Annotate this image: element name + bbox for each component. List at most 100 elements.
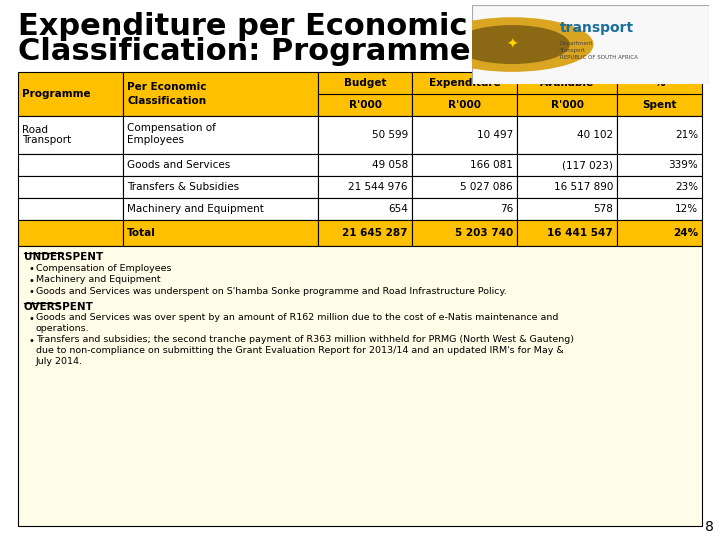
FancyBboxPatch shape [123,176,318,198]
Circle shape [431,18,593,71]
Text: (117 023): (117 023) [562,160,613,170]
FancyBboxPatch shape [617,154,702,176]
Text: 21 544 976: 21 544 976 [348,182,408,192]
FancyBboxPatch shape [18,220,123,246]
Text: 16 517 890: 16 517 890 [554,182,613,192]
Text: Transfers & Subsidies: Transfers & Subsidies [127,182,239,192]
Text: Expenditure per Economic: Expenditure per Economic [18,12,467,41]
Text: 23%: 23% [675,182,698,192]
Text: 21%: 21% [675,130,698,140]
FancyBboxPatch shape [412,116,517,154]
Text: 166 081: 166 081 [470,160,513,170]
Text: 5 203 740: 5 203 740 [455,228,513,238]
Circle shape [455,26,569,63]
Text: 24%: 24% [673,228,698,238]
FancyBboxPatch shape [18,116,123,154]
Text: Transfers and subsidies; the second tranche payment of R363 million withheld for: Transfers and subsidies; the second tran… [36,335,574,345]
FancyBboxPatch shape [517,220,617,246]
FancyBboxPatch shape [472,5,709,84]
FancyBboxPatch shape [123,198,318,220]
FancyBboxPatch shape [412,154,517,176]
Text: Available: Available [540,78,594,89]
FancyBboxPatch shape [123,220,318,246]
Text: Spent: Spent [642,99,677,110]
Text: Goods and Services was over spent by an amount of R162 million due to the cost o: Goods and Services was over spent by an … [36,314,559,322]
Text: 5 027 086: 5 027 086 [460,182,513,192]
Text: Machinery and Equipment: Machinery and Equipment [36,275,161,285]
Text: 12%: 12% [675,204,698,214]
FancyBboxPatch shape [123,154,318,176]
Text: Department
Transport
REPUBLIC OF SOUTH AFRICA: Department Transport REPUBLIC OF SOUTH A… [559,40,637,59]
FancyBboxPatch shape [412,72,517,116]
Text: 40 102: 40 102 [577,130,613,140]
FancyBboxPatch shape [318,176,412,198]
Text: R'000: R'000 [448,99,481,110]
Text: operations.: operations. [36,324,89,333]
FancyBboxPatch shape [617,220,702,246]
FancyBboxPatch shape [617,72,702,116]
FancyBboxPatch shape [318,72,412,116]
Text: Compensation of Employees: Compensation of Employees [36,264,171,273]
Text: %: % [654,78,665,89]
Text: 10 497: 10 497 [477,130,513,140]
Text: due to non-compliance on submitting the Grant Evaluation Report for 2013/14 and : due to non-compliance on submitting the … [36,346,564,355]
FancyBboxPatch shape [318,154,412,176]
Text: Compensation of: Compensation of [127,123,216,133]
Text: 578: 578 [593,204,613,214]
FancyBboxPatch shape [18,246,702,526]
Text: R'000: R'000 [348,99,382,110]
FancyBboxPatch shape [412,220,517,246]
Text: •: • [29,275,35,286]
Text: 49 058: 49 058 [372,160,408,170]
Text: Goods and Services was underspent on S'hamba Sonke programme and Road Infrastruc: Goods and Services was underspent on S'h… [36,287,507,296]
Text: July 2014.: July 2014. [36,356,83,366]
Text: UNDERSPENT: UNDERSPENT [24,252,103,262]
FancyBboxPatch shape [517,198,617,220]
FancyBboxPatch shape [318,198,412,220]
Text: 76: 76 [500,204,513,214]
Text: •: • [29,314,35,323]
FancyBboxPatch shape [517,154,617,176]
FancyBboxPatch shape [123,72,318,116]
Text: 16 441 547: 16 441 547 [547,228,613,238]
Text: Total: Total [127,228,156,238]
Text: 654: 654 [388,204,408,214]
FancyBboxPatch shape [18,198,123,220]
Text: transport: transport [559,21,634,35]
FancyBboxPatch shape [412,198,517,220]
Text: •: • [29,264,35,274]
Text: •: • [29,287,35,297]
Text: Employees: Employees [127,135,184,145]
Text: Road: Road [22,125,48,135]
FancyBboxPatch shape [517,116,617,154]
Text: •: • [29,335,35,346]
Text: Expenditure: Expenditure [428,78,500,89]
FancyBboxPatch shape [617,116,702,154]
Text: OVERSPENT: OVERSPENT [24,301,94,312]
Text: 8: 8 [705,520,714,534]
Text: R'000: R'000 [551,99,583,110]
Text: ✦: ✦ [506,38,518,51]
FancyBboxPatch shape [18,176,123,198]
FancyBboxPatch shape [517,72,617,116]
Text: 50 599: 50 599 [372,130,408,140]
FancyBboxPatch shape [18,72,123,116]
Text: Transport: Transport [22,135,71,145]
Text: Goods and Services: Goods and Services [127,160,230,170]
Text: Classification: Classification [127,96,206,106]
Text: Budget: Budget [343,78,386,89]
FancyBboxPatch shape [517,176,617,198]
Text: Per Economic: Per Economic [127,82,207,92]
FancyBboxPatch shape [318,220,412,246]
FancyBboxPatch shape [412,176,517,198]
FancyBboxPatch shape [617,198,702,220]
FancyBboxPatch shape [617,176,702,198]
Text: 21 645 287: 21 645 287 [343,228,408,238]
Text: 339%: 339% [668,160,698,170]
Text: Programme: Programme [22,89,91,99]
Text: Classification: Programme 4: Classification: Programme 4 [18,37,503,66]
FancyBboxPatch shape [123,116,318,154]
FancyBboxPatch shape [318,116,412,154]
FancyBboxPatch shape [18,154,123,176]
Text: Machinery and Equipment: Machinery and Equipment [127,204,264,214]
